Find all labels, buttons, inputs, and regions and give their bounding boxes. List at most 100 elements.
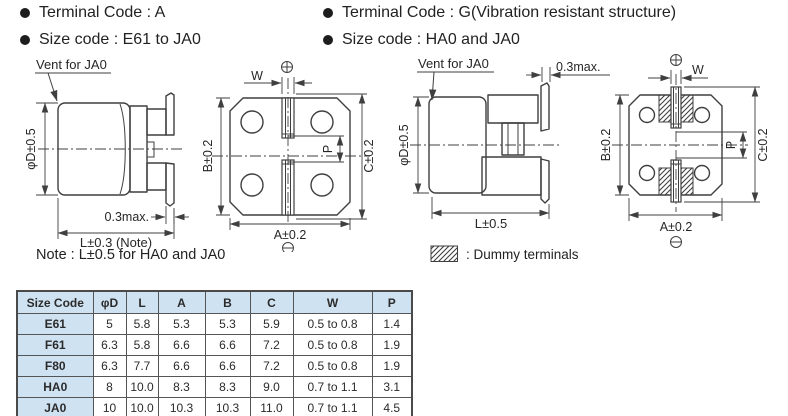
- table-cell: 8.3: [204, 376, 251, 398]
- vent-label: Vent for JA0: [418, 56, 489, 71]
- p-label: P: [724, 141, 738, 149]
- sleeve-curve: [119, 103, 126, 195]
- column-header: Size Code: [16, 290, 94, 314]
- row-header-size-code: E61: [16, 313, 94, 335]
- b-label: B±0.2: [201, 140, 215, 173]
- column-header: C: [249, 290, 294, 314]
- table-cell: 6.6: [204, 355, 251, 377]
- table-row: F61 6.3 5.8 6.6 6.6 7.2 0.5 to 0.8 1.9: [16, 334, 413, 356]
- p-extension-lines: [676, 131, 747, 159]
- a-label: A±0.2: [660, 220, 693, 234]
- table-cell: 4.5: [371, 397, 413, 416]
- base-hole: [638, 164, 656, 182]
- center-connector: [501, 122, 525, 156]
- bullet-icon: [323, 35, 333, 45]
- vent-leader-arrow: [429, 71, 437, 101]
- gap-extension-lines: [541, 67, 551, 82]
- dummy-terminal: [658, 167, 672, 196]
- column-header: B: [204, 290, 251, 314]
- table-cell: 8: [92, 376, 127, 398]
- polarity-plus-icon: [670, 54, 682, 66]
- table-cell: 11.0: [249, 397, 294, 416]
- vent-leader-arrow: [47, 72, 58, 102]
- base-hole: [693, 164, 711, 182]
- diagram-terminal-g-side-view: Vent for JA0 0.3max. φD±0.5 L±0.5: [398, 56, 610, 231]
- bottom-lead-plate: [165, 162, 175, 207]
- gap-label: 0.3max.: [105, 210, 149, 224]
- table-cell: 10.0: [125, 397, 159, 416]
- size-code-a-line: Size code : E61 to JA0: [20, 31, 201, 49]
- column-header: φD: [92, 290, 127, 314]
- table-cell: 1.4: [371, 313, 413, 335]
- terminal-code-g-label: Terminal Code : G(Vibration resistant st…: [342, 4, 677, 21]
- row-header-size-code: F61: [16, 334, 94, 356]
- terminal-code-a-label: Terminal Code : A: [39, 4, 166, 21]
- capacitor-base-outline: [628, 94, 723, 196]
- terminal-code-g-line: Terminal Code : G(Vibration resistant st…: [323, 4, 676, 22]
- table-cell: 0.5 to 0.8: [292, 334, 373, 356]
- table-cell: 6.6: [157, 334, 206, 356]
- diagram-terminal-g-bottom-view: W B±0.2 C±0.2 P A±0.2: [600, 54, 770, 248]
- c-label: C±0.2: [756, 128, 770, 161]
- row-header-size-code: HA0: [16, 376, 94, 398]
- bullet-icon: [323, 8, 333, 18]
- table-cell: 0.5 to 0.8: [292, 355, 373, 377]
- table-cell: 0.5 to 0.8: [292, 313, 373, 335]
- p-extension-lines: [288, 135, 344, 163]
- table-row: F80 6.3 7.7 6.6 6.6 7.2 0.5 to 0.8 1.9: [16, 355, 413, 377]
- base-hole: [240, 110, 264, 134]
- table-cell: 10: [92, 397, 127, 416]
- w-label: W: [692, 63, 704, 77]
- dummy-terminal: [658, 94, 672, 123]
- row-header-size-code: JA0: [16, 397, 94, 416]
- table-row: HA0 8 10.0 8.3 8.3 9.0 0.7 to 1.1 3.1: [16, 376, 413, 398]
- table-cell: 10.3: [204, 397, 251, 416]
- column-header: P: [371, 290, 413, 314]
- polarity-minus-icon: [670, 236, 682, 248]
- table-cell: 5.8: [125, 313, 159, 335]
- table-cell: 5: [92, 313, 127, 335]
- column-header: A: [157, 290, 206, 314]
- b-extension-lines: [216, 97, 230, 216]
- table-cell: 0.7 to 1.1: [292, 376, 373, 398]
- p-label: P: [321, 145, 335, 153]
- table-cell: 6.6: [157, 355, 206, 377]
- table-cell: 1.9: [371, 334, 413, 356]
- dummy-terminals-legend: : Dummy terminals: [430, 245, 579, 263]
- table-cell: 1.9: [371, 355, 413, 377]
- c-extension-lines: [296, 93, 367, 220]
- table-cell: 5.9: [249, 313, 294, 335]
- c-label: C±0.2: [362, 139, 376, 172]
- table-cell: 8.3: [157, 376, 206, 398]
- w-extension-lines: [670, 70, 682, 84]
- column-header: W: [292, 290, 373, 314]
- gap-label: 0.3max.: [556, 60, 600, 74]
- dummy-terminal: [680, 167, 694, 196]
- base-hole: [240, 173, 264, 197]
- base-hole: [693, 106, 711, 124]
- table-cell: 7.2: [249, 334, 294, 356]
- table-cell: 5.3: [204, 313, 251, 335]
- table-cell: 5.3: [157, 313, 206, 335]
- base-hole: [310, 173, 334, 197]
- table-cell: 10.0: [125, 376, 159, 398]
- capacitor-base-outline: [229, 97, 351, 216]
- top-lead-arm: [146, 108, 167, 136]
- table-row: E61 5 5.8 5.3 5.3 5.9 0.5 to 0.8 1.4: [16, 313, 413, 335]
- table-cell: 6.6: [204, 334, 251, 356]
- a-label: A±0.2: [274, 228, 307, 242]
- center-connector-detail: [507, 123, 519, 155]
- spec-table-body: E61 5 5.8 5.3 5.3 5.9 0.5 to 0.8 1.4 F61 6.3 5.8 6.…: [16, 313, 413, 416]
- w-label: W: [251, 69, 263, 83]
- size-spec-table: Size Code φD L A B C W P E61 5 5.8 5.3 5.3 5.9 0.5 to…: [16, 290, 413, 416]
- bottom-lead-arm: [146, 162, 167, 191]
- table-row: JA0 10 10.0 10.3 10.3 11.0 0.7 to 1.1 4.5: [16, 397, 413, 416]
- bullet-icon: [20, 8, 30, 18]
- base-hole: [638, 106, 656, 124]
- bottom-support-block: [481, 156, 542, 196]
- table-cell: 6.3: [92, 355, 127, 377]
- table-cell: 7.2: [249, 355, 294, 377]
- table-cell: 9.0: [249, 376, 294, 398]
- diameter-label: φD±0.5: [398, 124, 411, 165]
